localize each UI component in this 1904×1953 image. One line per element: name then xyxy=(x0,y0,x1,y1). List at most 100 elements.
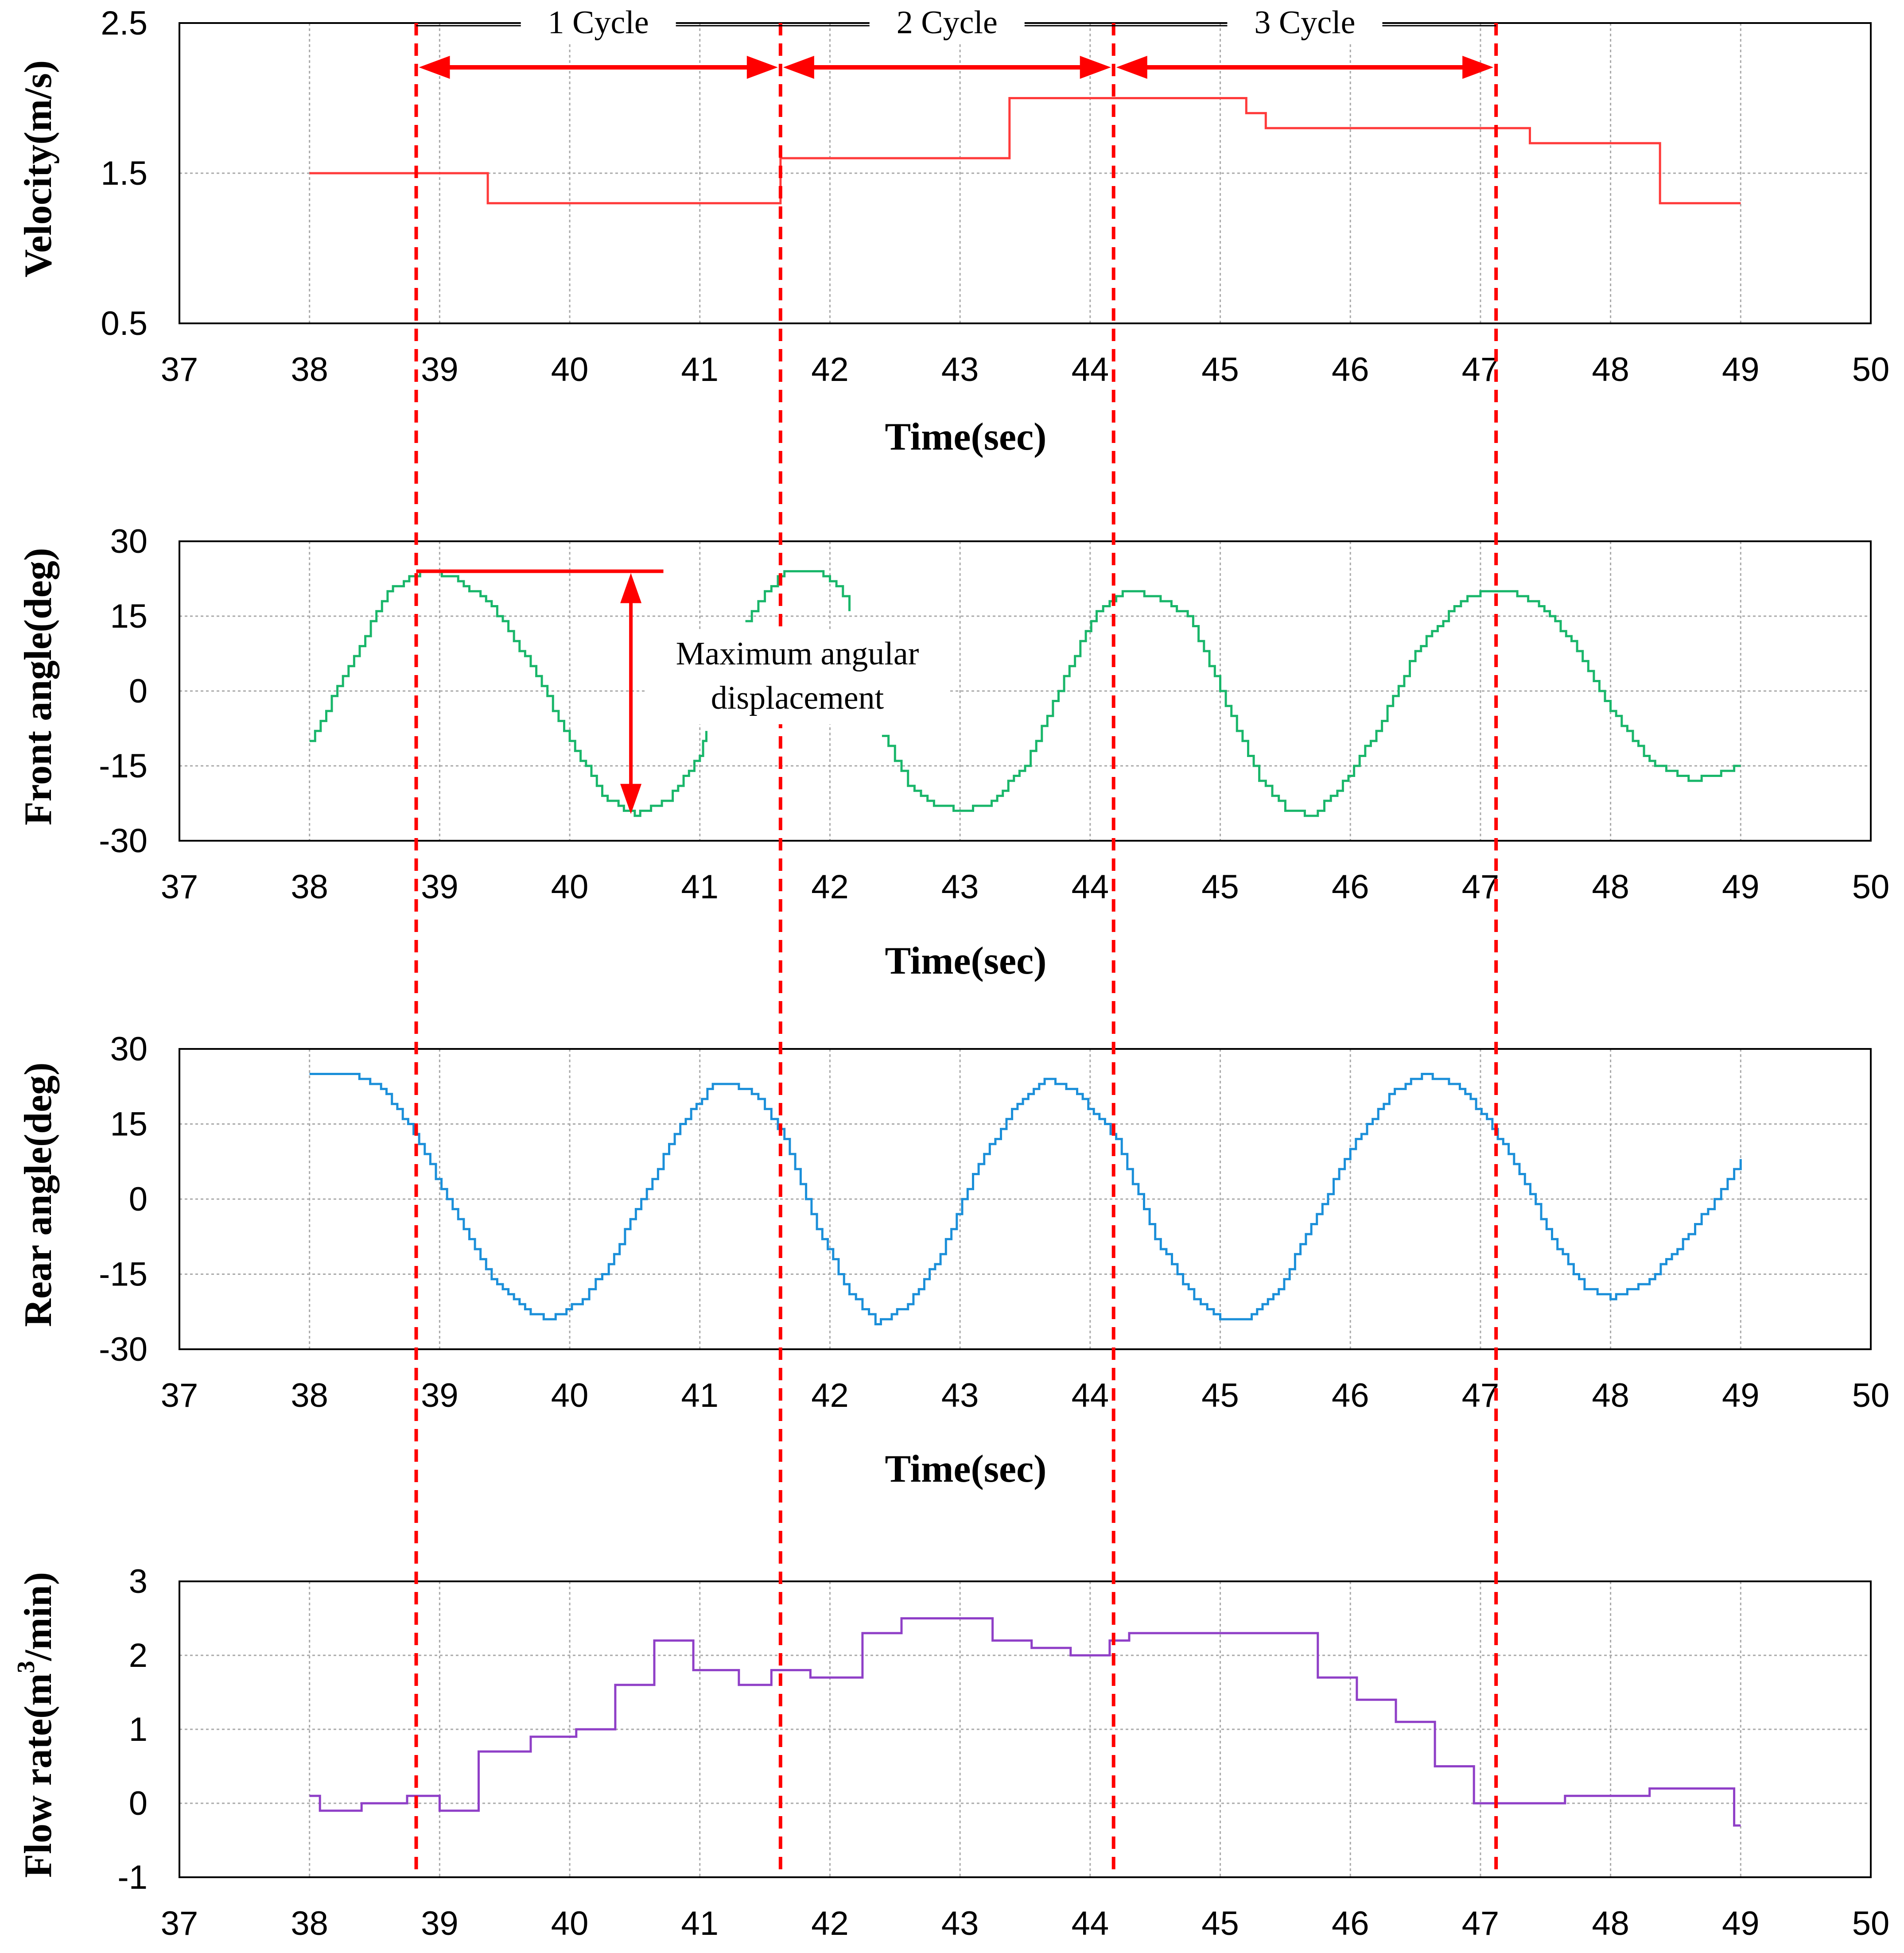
cycle-arrowhead-left-2 xyxy=(783,56,814,79)
velocity-xtick: 45 xyxy=(1201,351,1239,388)
flow-rate-xtick: 42 xyxy=(811,1905,849,1942)
front-angle-xtick: 47 xyxy=(1462,868,1500,906)
annotation-text-background xyxy=(647,629,948,724)
velocity-xtick: 49 xyxy=(1722,351,1760,388)
rear-angle-xtick: 50 xyxy=(1852,1377,1890,1414)
velocity-xtick: 48 xyxy=(1592,351,1629,388)
rear-angle-xtick: 44 xyxy=(1072,1377,1109,1414)
velocity-xtick: 41 xyxy=(681,351,719,388)
cycle-arrowhead-left-3 xyxy=(1116,56,1147,79)
velocity-plot-frame xyxy=(179,22,1872,324)
velocity-xtick: 46 xyxy=(1332,351,1369,388)
front-angle-xtick: 46 xyxy=(1332,868,1369,906)
velocity-y-label: Velocity(m/s) xyxy=(17,60,60,277)
flow-rate-xtick: 37 xyxy=(161,1905,198,1942)
rear-angle-xtick: 49 xyxy=(1722,1377,1760,1414)
front-angle-ytick: 30 xyxy=(110,523,148,560)
front-angle-ytick: 15 xyxy=(110,598,148,635)
annotation-text-line-1: Maximum angular xyxy=(676,636,919,672)
rear-angle-ytick: -15 xyxy=(99,1256,148,1293)
flow-rate-xtick: 45 xyxy=(1201,1905,1239,1942)
cycle-arrowhead-right-2 xyxy=(1080,56,1111,79)
rear-angle-xtick: 45 xyxy=(1201,1377,1239,1414)
cycle-label-3: 3 Cycle xyxy=(1254,4,1355,41)
annotation-arrowhead-down xyxy=(620,784,642,814)
rear-angle-xtick: 48 xyxy=(1592,1377,1629,1414)
front-angle-xtick: 48 xyxy=(1592,868,1629,906)
velocity-ytick: 2.5 xyxy=(101,4,148,42)
cycle-label-bg-1 xyxy=(521,3,676,43)
front-angle-xtick: 49 xyxy=(1722,868,1760,906)
rear-angle-xtick: 40 xyxy=(551,1377,589,1414)
flow-rate-xtick: 50 xyxy=(1852,1905,1890,1942)
rear-angle-plot-frame xyxy=(179,1048,1872,1350)
velocity-xtick: 37 xyxy=(161,351,198,388)
cycle-label-bg-3 xyxy=(1227,3,1383,43)
velocity-xtick: 42 xyxy=(811,351,849,388)
rear-angle-xtick: 46 xyxy=(1332,1377,1369,1414)
flow-rate-series-flow xyxy=(309,1617,1741,1827)
velocity-xtick: 40 xyxy=(551,351,589,388)
flow-rate-plot-frame xyxy=(179,1580,1872,1878)
front-angle-x-label: Time(sec) xyxy=(885,940,1047,982)
rear-angle-x-label: Time(sec) xyxy=(885,1448,1047,1491)
rear-angle-ytick: 0 xyxy=(129,1180,148,1218)
velocity-series-velocity xyxy=(309,97,1741,205)
rear-angle-xtick: 39 xyxy=(421,1377,459,1414)
front-angle-series-front-seg-1 xyxy=(309,570,707,817)
front-angle-y-label: Front angle(deg) xyxy=(17,548,60,826)
front-angle-ytick: -30 xyxy=(99,822,148,860)
front-angle-xtick: 50 xyxy=(1852,868,1890,906)
front-angle-ytick: -15 xyxy=(99,747,148,785)
rear-angle-xtick: 41 xyxy=(681,1377,719,1414)
max-angular-displacement-annotation: Maximum angular displacement xyxy=(416,569,948,814)
flow-rate-xtick: 41 xyxy=(681,1905,719,1942)
rear-angle-xtick: 47 xyxy=(1462,1377,1500,1414)
cycle-arrowhead-right-1 xyxy=(746,56,778,79)
velocity-xtick: 38 xyxy=(291,351,328,388)
flow-rate-xtick: 43 xyxy=(941,1905,979,1942)
cycle-arrowhead-right-3 xyxy=(1462,56,1494,79)
flow-rate-ytick: 2 xyxy=(129,1637,148,1674)
rear-angle-xtick: 42 xyxy=(811,1377,849,1414)
cycle-arrowhead-left-1 xyxy=(419,56,450,79)
front-angle-ytick: 0 xyxy=(129,672,148,710)
annotation-arrowhead-up xyxy=(620,573,642,603)
velocity-xtick: 50 xyxy=(1852,351,1890,388)
velocity-xtick: 47 xyxy=(1462,351,1500,388)
flow-rate-xtick: 47 xyxy=(1462,1905,1500,1942)
front-angle-xtick: 45 xyxy=(1201,868,1239,906)
flow-rate-xtick: 48 xyxy=(1592,1905,1629,1942)
front-angle-xtick: 40 xyxy=(551,868,589,906)
flow-rate-xtick: 49 xyxy=(1722,1905,1760,1942)
velocity-ytick: 0.5 xyxy=(101,305,148,342)
rear-angle-ytick: -30 xyxy=(99,1331,148,1368)
flow-rate-xtick: 38 xyxy=(291,1905,328,1942)
velocity-xtick: 39 xyxy=(421,351,459,388)
cycle-label-2: 2 Cycle xyxy=(897,4,998,41)
front-angle-xtick: 38 xyxy=(291,868,328,906)
flow-rate-xtick: 44 xyxy=(1072,1905,1109,1942)
front-angle-xtick: 37 xyxy=(161,868,198,906)
flow-rate-xtick: 40 xyxy=(551,1905,589,1942)
flow-rate-ytick: 1 xyxy=(129,1711,148,1748)
front-angle-plot-frame xyxy=(179,540,1872,842)
cycle-label-bg-2 xyxy=(869,3,1025,43)
cycle-label-1: 1 Cycle xyxy=(548,4,649,41)
velocity-ytick: 1.5 xyxy=(101,155,148,192)
velocity-panel: 2.5 1.5 0.5 37 38 39 40 41 42 43 44 45 46 47 48 49 50 V… xyxy=(17,4,1889,458)
front-angle-series-front-seg-3 xyxy=(882,590,1741,817)
front-angle-xtick: 42 xyxy=(811,868,849,906)
cycle-overlay: 1 Cycle 2 Cycle 3 Cycle xyxy=(414,3,1498,1877)
velocity-xtick: 44 xyxy=(1072,351,1109,388)
rear-angle-xtick: 43 xyxy=(941,1377,979,1414)
rear-angle-ytick: 30 xyxy=(110,1030,148,1068)
annotation-text-line-2: displacement xyxy=(711,680,884,716)
flow-rate-panel: 3 2 1 0 -1 37 38 39 40 41 42 43 44 45 46 47 48 49 50 Flow… xyxy=(12,1563,1889,1942)
flow-rate-ytick: -1 xyxy=(117,1859,148,1896)
rear-angle-panel: 30 15 0 -15 -30 37 38 39 40 41 42 43 44 45 46 47 48 49 50… xyxy=(17,1030,1889,1491)
flow-rate-ytick: 3 xyxy=(129,1563,148,1600)
velocity-xtick: 43 xyxy=(941,351,979,388)
velocity-x-label: Time(sec) xyxy=(885,415,1047,458)
front-angle-xtick: 41 xyxy=(681,868,719,906)
